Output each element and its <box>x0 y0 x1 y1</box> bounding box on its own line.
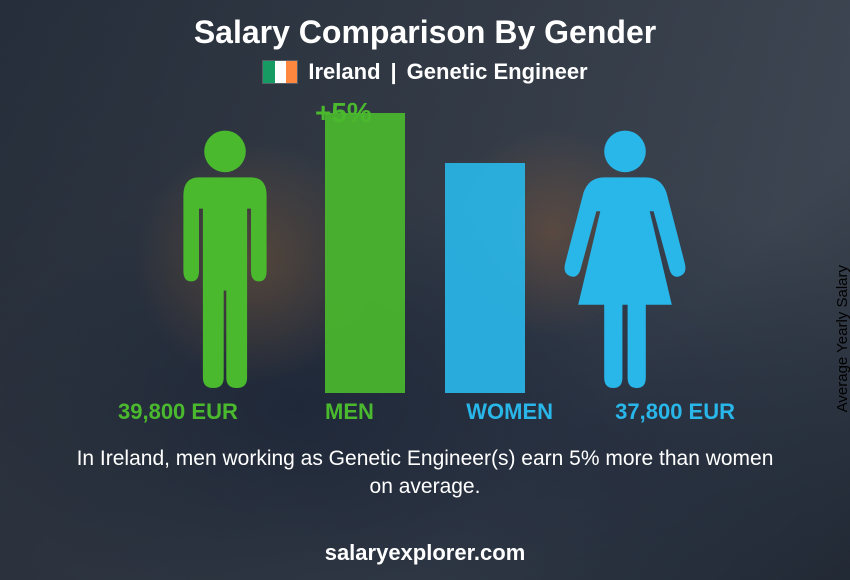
women-bar-label: WOMEN <box>466 399 553 425</box>
separator: | <box>391 59 397 85</box>
men-bar-label: MEN <box>325 399 374 425</box>
men-bar <box>325 113 405 393</box>
flag-stripe-3 <box>286 61 297 83</box>
men-salary: 39,800 EUR <box>118 399 238 425</box>
country-label: Ireland <box>308 59 380 85</box>
job-label: Genetic Engineer <box>407 59 588 85</box>
subtitle-row: Ireland | Genetic Engineer <box>0 59 850 85</box>
footer-source: salaryexplorer.com <box>0 540 850 566</box>
infographic-container: Salary Comparison By Gender Ireland | Ge… <box>0 0 850 580</box>
y-axis-label: Average Yearly Salary <box>834 265 850 412</box>
ireland-flag-icon <box>262 60 298 84</box>
main-title: Salary Comparison By Gender <box>0 0 850 51</box>
flag-stripe-1 <box>263 61 274 83</box>
man-icon <box>160 128 290 393</box>
woman-icon <box>560 128 690 393</box>
flag-stripe-2 <box>275 61 286 83</box>
women-bar <box>445 163 525 393</box>
chart-area: +5% MEN WOMEN 39,800 EUR 37,800 EUR <box>0 95 850 435</box>
description-text: In Ireland, men working as Genetic Engin… <box>0 435 850 502</box>
women-salary: 37,800 EUR <box>615 399 735 425</box>
